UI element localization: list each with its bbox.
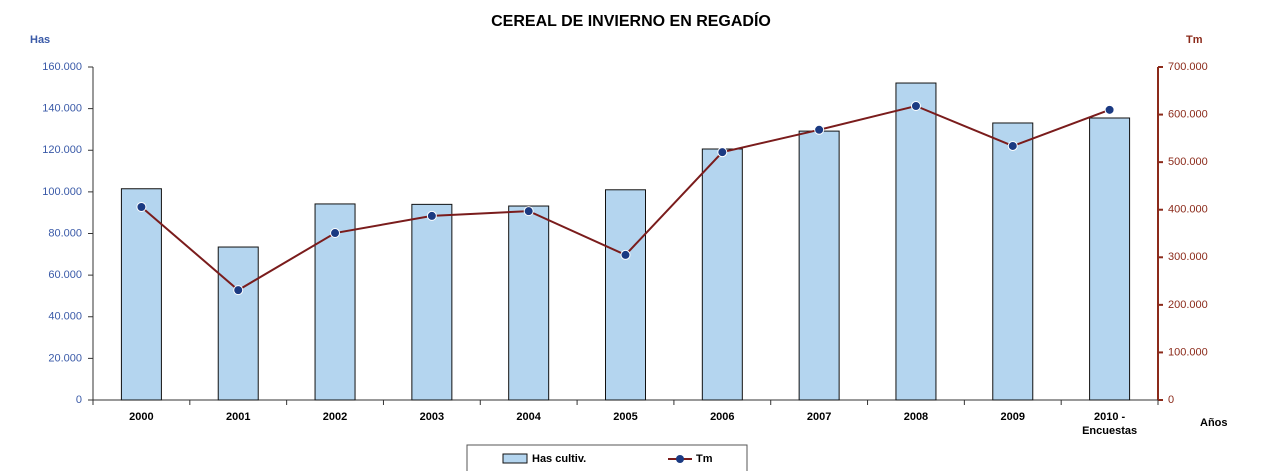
x-tick-label: 2002 — [322, 411, 348, 423]
marker — [1007, 140, 1018, 151]
x-tick-label: 2008 — [903, 411, 929, 423]
y-tick-label: 100.000 — [42, 186, 82, 198]
y-tick-label: 160.000 — [42, 61, 82, 73]
y-tick-label: 0 — [76, 394, 82, 406]
bar — [605, 189, 646, 401]
bar — [701, 148, 743, 401]
marker — [620, 249, 631, 260]
bar — [992, 122, 1034, 401]
y2-tick-label: 600.000 — [1168, 108, 1208, 120]
legend-label: Tm — [696, 453, 713, 465]
y-tick-label: 120.000 — [42, 144, 82, 156]
x-tick-label: 2006 — [710, 411, 735, 423]
y-axis-title: Has — [30, 34, 50, 46]
marker — [910, 101, 921, 112]
legend-label: Has cultiv. — [532, 453, 586, 465]
y-tick-label: 80.000 — [48, 227, 82, 239]
marker — [814, 124, 825, 135]
y-tick-label: 40.000 — [48, 311, 82, 323]
marker — [1104, 104, 1115, 115]
y2-tick-label: 300.000 — [1168, 251, 1208, 263]
x-tick-label: 2010 - Encuestas — [1082, 411, 1138, 437]
bar — [895, 82, 937, 401]
chart-title: CEREAL DE INVIERNO EN REGADÍO — [491, 11, 771, 30]
y2-tick-label: 100.000 — [1168, 346, 1208, 358]
x-tick-label: 2001 — [225, 411, 251, 423]
y2-axis-title: Tm — [1186, 34, 1203, 46]
bar — [120, 188, 162, 401]
x-tick-label: 2009 — [1000, 411, 1025, 423]
bar — [1089, 117, 1131, 401]
y-tick-label: 20.000 — [48, 352, 82, 364]
x-tick-label: 2005 — [613, 411, 638, 423]
x-tick-label: 2007 — [806, 411, 832, 423]
bar — [411, 203, 453, 401]
marker — [233, 285, 244, 296]
y2-tick-label: 200.000 — [1168, 299, 1208, 311]
marker — [136, 202, 147, 213]
legend-swatch — [502, 453, 528, 464]
marker — [330, 228, 341, 239]
marker — [717, 147, 728, 158]
marker — [426, 210, 437, 221]
y-tick-label: 140.000 — [42, 103, 82, 115]
y-tick-label: 60.000 — [48, 269, 82, 281]
x-tick-label: 2004 — [516, 411, 541, 423]
marker — [523, 206, 534, 217]
bar — [798, 130, 840, 401]
x-axis-title: Años — [1200, 417, 1228, 429]
x-tick-label: 2000 — [129, 411, 154, 423]
y2-tick-label: 0 — [1168, 394, 1174, 406]
bar — [217, 246, 259, 401]
y2-tick-label: 500.000 — [1168, 156, 1208, 168]
y2-tick-label: 400.000 — [1168, 204, 1208, 216]
y2-tick-label: 700.000 — [1168, 61, 1208, 73]
legend-marker — [676, 455, 684, 463]
x-tick-label: 2003 — [419, 411, 445, 423]
bar — [508, 205, 550, 401]
